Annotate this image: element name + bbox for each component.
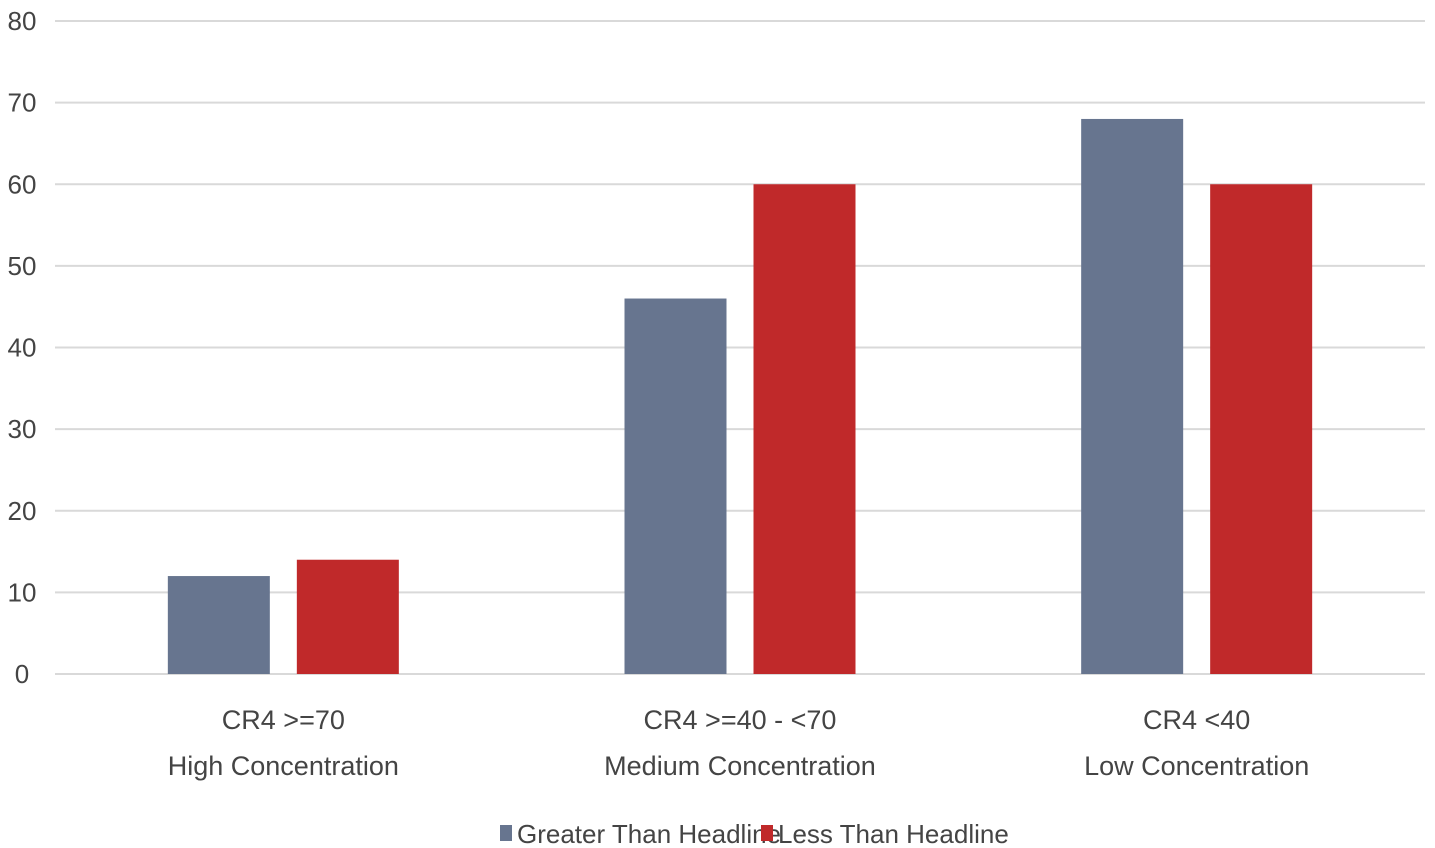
y-tick-label: 30 <box>8 414 37 444</box>
y-tick-label: 10 <box>8 577 37 607</box>
category-label-code: CR4 >=70 <box>222 705 345 735</box>
category-label-name: Medium Concentration <box>604 751 876 781</box>
y-tick-label: 60 <box>8 169 37 199</box>
legend-label-greater: Greater Than Headline <box>517 819 781 848</box>
bar-greater-cat3 <box>1081 118 1184 674</box>
category-label-name: Low Concentration <box>1084 751 1309 781</box>
y-tick-label: 80 <box>8 6 37 36</box>
category-label-name: High Concentration <box>168 751 399 781</box>
bar-greater-cat2 <box>624 298 727 674</box>
bar-less-cat3 <box>1210 184 1313 674</box>
y-axis-ticks: 0 10 20 30 40 50 60 70 80 <box>8 6 37 689</box>
y-tick-label: 50 <box>8 251 37 281</box>
legend-swatch-greater <box>500 825 512 841</box>
bar-greater-cat1 <box>167 576 270 674</box>
y-tick-label: 20 <box>8 496 37 526</box>
bar-less-cat1 <box>296 559 399 674</box>
gridlines <box>55 20 1425 675</box>
x-axis-categories: CR4 >=70 High Concentration CR4 >=40 - <70… <box>168 705 1309 781</box>
bars <box>167 118 1313 674</box>
bar-less-cat2 <box>753 184 856 674</box>
legend-label-less: Less Than Headline <box>778 819 1009 848</box>
y-tick-label: 0 <box>15 659 29 689</box>
category-label-code: CR4 <40 <box>1143 705 1250 735</box>
y-tick-label: 70 <box>8 88 37 118</box>
legend-swatch-less <box>761 825 773 841</box>
y-tick-label: 40 <box>8 333 37 363</box>
category-label-code: CR4 >=40 - <70 <box>644 705 837 735</box>
